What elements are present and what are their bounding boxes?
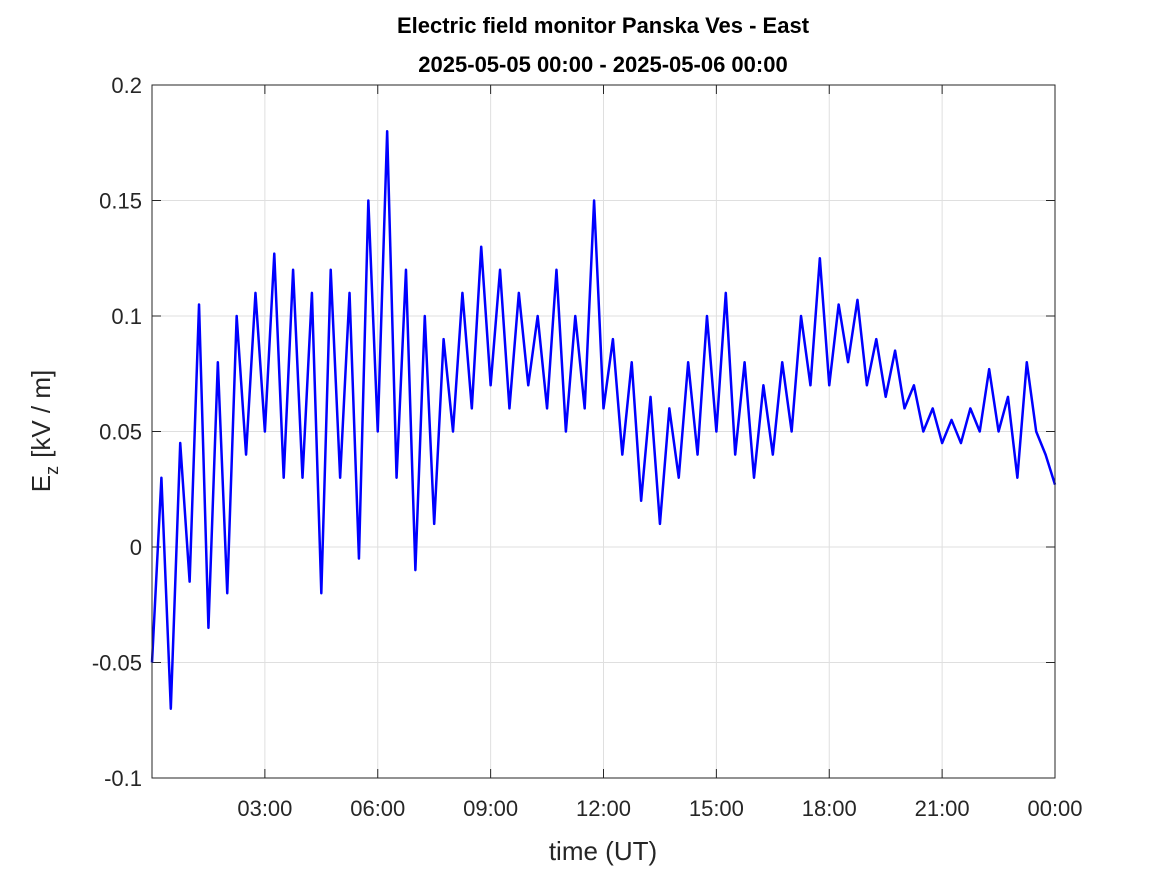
y-axis-label: Ez [kV / m] bbox=[26, 370, 62, 492]
x-tick-label: 09:00 bbox=[463, 796, 518, 821]
x-axis-label: time (UT) bbox=[549, 836, 657, 866]
chart-subtitle: 2025-05-05 00:00 - 2025-05-06 00:00 bbox=[418, 52, 787, 77]
y-tick-label: -0.1 bbox=[104, 766, 142, 791]
data-line bbox=[150, 129, 1057, 710]
x-tick-label: 15:00 bbox=[689, 796, 744, 821]
y-tick-label: -0.05 bbox=[92, 651, 142, 676]
chart-title: Electric field monitor Panska Ves - East bbox=[397, 13, 810, 38]
y-tick-label: 0 bbox=[130, 535, 142, 560]
y-label-unit: [kV / m] bbox=[26, 370, 56, 458]
y-tick-label: 0.2 bbox=[111, 73, 142, 98]
y-tick-label: 0.1 bbox=[111, 304, 142, 329]
y-tick-label: 0.15 bbox=[99, 189, 142, 214]
x-tick-label: 12:00 bbox=[576, 796, 631, 821]
x-tick-label: 21:00 bbox=[915, 796, 970, 821]
x-tick-label: 06:00 bbox=[350, 796, 405, 821]
x-tick-label: 03:00 bbox=[237, 796, 292, 821]
y-label-subscript: z bbox=[42, 466, 62, 475]
x-tick-label: 18:00 bbox=[802, 796, 857, 821]
x-tick-label: 00:00 bbox=[1027, 796, 1082, 821]
axes-box bbox=[151, 84, 1056, 779]
y-label-base: E bbox=[26, 475, 56, 492]
y-tick-label: 0.05 bbox=[99, 420, 142, 445]
